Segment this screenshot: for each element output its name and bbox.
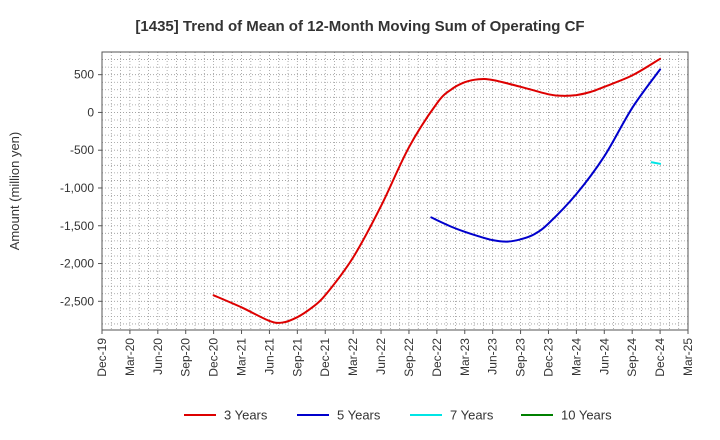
chart-title: [1435] Trend of Mean of 12-Month Moving …: [135, 18, 584, 35]
grid: [102, 51, 688, 330]
y-tick-label: 0: [87, 105, 94, 119]
y-tick-label: 500: [74, 68, 94, 82]
series-line-7-years: [650, 161, 662, 165]
y-tick-label: -2,000: [60, 257, 94, 271]
x-tick-label: Mar-20: [123, 338, 137, 376]
series-line-3-years: [212, 57, 662, 324]
x-tick-label: Jun-22: [374, 338, 388, 375]
x-tick-label: Dec-20: [207, 338, 221, 377]
x-tick-label: Mar-24: [569, 338, 583, 376]
x-tick-label: Jun-21: [262, 338, 276, 375]
legend-label-5-years: 5 Years: [337, 408, 381, 423]
x-tick-label: Jun-20: [151, 338, 165, 375]
y-tick-label: -2,500: [60, 294, 94, 308]
series-line-5-years: [430, 68, 662, 243]
x-axis: Dec-19 Mar-20 Jun-20 Sep-20 Dec-20 Mar-21 Jun-…: [95, 330, 695, 377]
x-tick-label: Sep-20: [179, 338, 193, 377]
legend-label-7-years: 7 Years: [450, 408, 494, 423]
x-tick-label: Jun-24: [597, 338, 611, 375]
legend-label-3-years: 3 Years: [224, 408, 268, 423]
y-tick-label: -500: [70, 143, 94, 157]
x-tick-label: Sep-24: [625, 338, 639, 377]
x-tick-label: Sep-22: [402, 338, 416, 377]
x-tick-label: Dec-24: [653, 338, 667, 377]
legend-label-10-years: 10 Years: [561, 408, 612, 423]
x-tick-label: Mar-21: [235, 338, 249, 376]
plot-frame: [101, 51, 689, 331]
y-axis-label: Amount (million yen): [7, 132, 22, 251]
x-tick-label: Dec-19: [95, 338, 109, 377]
x-tick-label: Jun-23: [486, 338, 500, 375]
legend: 3 Years 5 Years 7 Years 10 Years: [184, 408, 612, 423]
x-tick-label: Sep-23: [514, 338, 528, 377]
series-lines: [212, 57, 662, 324]
x-tick-label: Dec-21: [318, 338, 332, 377]
x-tick-label: Mar-23: [458, 338, 472, 376]
x-tick-label: Dec-22: [430, 338, 444, 377]
y-tick-label: -1,000: [60, 181, 94, 195]
x-tick-label: Mar-22: [346, 338, 360, 376]
x-tick-label: Dec-23: [541, 338, 555, 377]
y-axis: 500 0 -500 -1,000 -1,500 -2,000 -2,500: [60, 68, 102, 308]
y-tick-label: -1,500: [60, 219, 94, 233]
x-tick-label: Mar-25: [681, 338, 695, 376]
x-tick-label: Sep-21: [290, 338, 304, 377]
